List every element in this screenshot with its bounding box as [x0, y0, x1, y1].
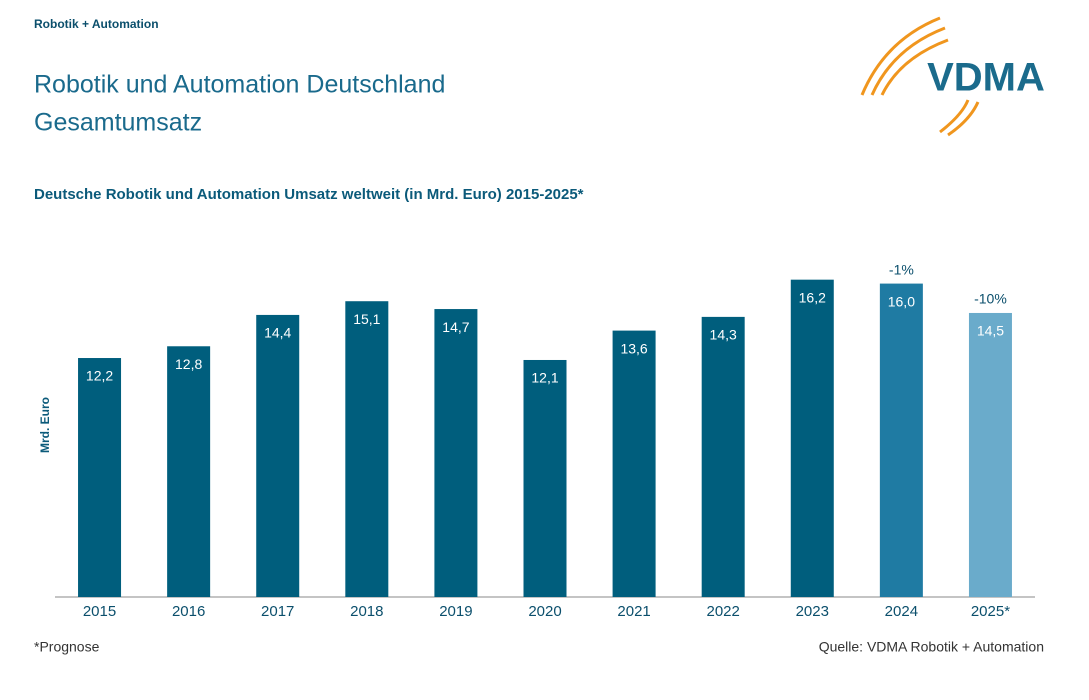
page-title: Gesamtumsatz	[34, 109, 202, 137]
value-label: 14,5	[977, 323, 1004, 339]
bar	[434, 309, 478, 597]
value-label: 12,2	[86, 368, 113, 384]
x-tick-label: 2025*	[971, 603, 1010, 620]
x-tick-label: 2021	[617, 603, 650, 620]
value-label: 14,7	[442, 319, 469, 335]
value-label: 15,1	[353, 311, 380, 327]
x-tick-label: 2023	[796, 603, 829, 620]
x-tick-label: 2018	[350, 603, 383, 620]
logo: VDMA	[860, 16, 1045, 137]
value-label: 12,1	[531, 370, 558, 386]
value-label: 14,4	[264, 325, 291, 341]
value-label: 12,8	[175, 356, 202, 372]
x-tick-label: 2020	[528, 603, 561, 620]
value-label: 16,0	[888, 293, 915, 309]
bar	[78, 358, 122, 597]
value-label: 13,6	[620, 340, 647, 356]
bar	[167, 346, 211, 597]
value-label: 14,3	[710, 327, 737, 343]
change-label: -1%	[889, 261, 914, 277]
bar	[790, 279, 834, 597]
logo-arc	[860, 16, 941, 96]
section-label: Robotik + Automation	[34, 17, 159, 31]
footnote: *Prognose	[34, 639, 100, 655]
logo-arc	[947, 101, 980, 137]
y-axis-label: Mrd. Euro	[38, 397, 52, 453]
x-tick-label: 2017	[261, 603, 294, 620]
bar	[701, 316, 745, 597]
bar	[523, 359, 567, 597]
change-label: -10%	[974, 291, 1007, 307]
logo-arc	[880, 38, 949, 96]
page-title: Robotik und Automation Deutschland	[34, 71, 445, 99]
bar	[256, 314, 300, 597]
x-tick-label: 2015	[83, 603, 116, 620]
x-tick-label: 2022	[706, 603, 739, 620]
chart-title: Deutsche Robotik und Automation Umsatz w…	[34, 186, 584, 203]
source: Quelle: VDMA Robotik + Automation	[819, 639, 1044, 655]
logo-arc	[870, 26, 946, 96]
bar	[968, 312, 1012, 597]
logo-text: VDMA	[927, 56, 1045, 100]
value-label: 16,2	[799, 289, 826, 305]
x-tick-label: 2019	[439, 603, 472, 620]
bar	[345, 301, 389, 597]
logo-arc	[939, 99, 970, 134]
x-tick-label: 2024	[885, 603, 918, 620]
bar	[612, 330, 656, 597]
x-tick-label: 2016	[172, 603, 205, 620]
bar	[879, 283, 923, 597]
